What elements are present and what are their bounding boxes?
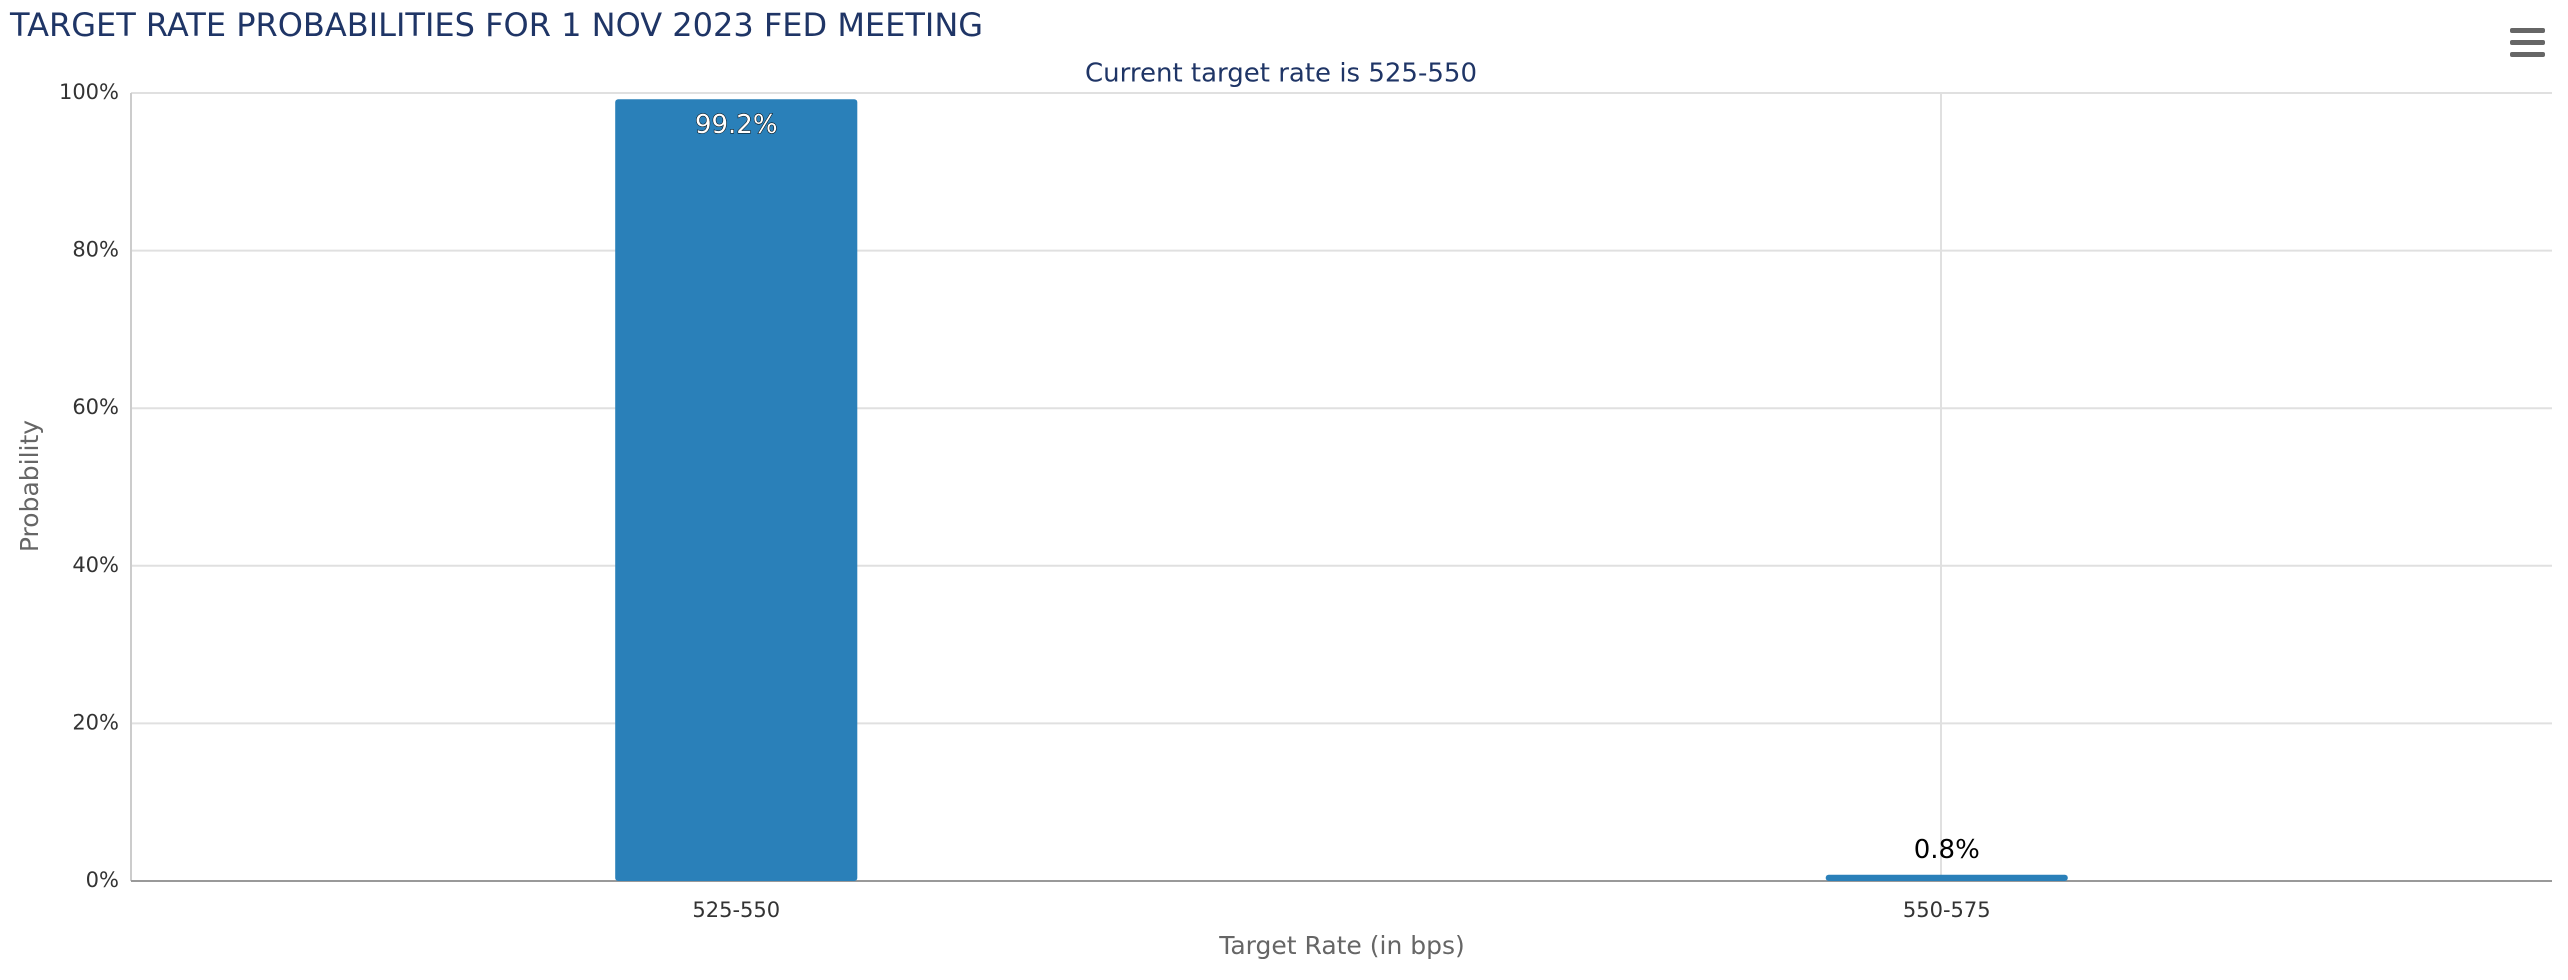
bar [1825, 874, 2068, 881]
y-axis-title: Probability [15, 420, 44, 552]
chart-subtitle: Current target rate is 525-550 [1085, 59, 1477, 89]
y-tick-label: 60% [72, 395, 119, 419]
x-tick-label: 525-550 [692, 898, 780, 922]
x-axis-title: Target Rate (in bps) [1218, 931, 1465, 960]
menu-button[interactable] [2510, 28, 2545, 57]
y-tick-label: 0% [86, 868, 119, 892]
data-label: 0.8% [1914, 835, 1980, 865]
x-tick-label: 550-575 [1903, 898, 1991, 922]
chart-title: TARGET RATE PROBABILITIES FOR 1 NOV 2023… [9, 6, 983, 44]
y-tick-label: 80% [72, 238, 119, 262]
bar [615, 99, 858, 881]
y-tick-label: 20% [72, 710, 119, 734]
y-tick-label: 100% [59, 80, 119, 104]
y-tick-label: 40% [72, 553, 119, 577]
data-label: 99.2% [695, 110, 778, 140]
